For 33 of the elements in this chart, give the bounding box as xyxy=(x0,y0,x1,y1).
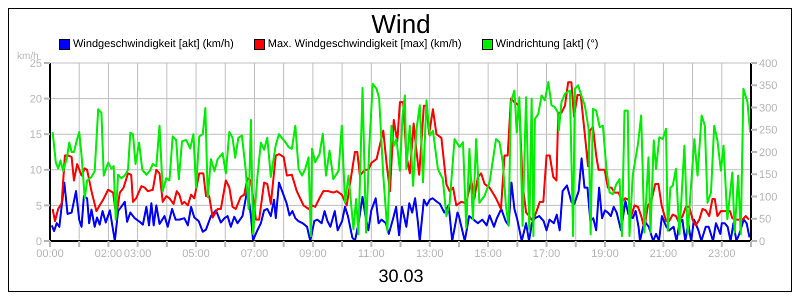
y2-tick-label: 100 xyxy=(759,191,778,204)
y2-tick-label: 150 xyxy=(759,169,778,182)
x-tick-label: 11:00 xyxy=(358,248,385,260)
y2-tick-label: 200 xyxy=(759,146,778,159)
y2-tick-label: 50 xyxy=(759,214,772,226)
y-tick-label: 20 xyxy=(30,94,42,106)
y-tick-label: 5 xyxy=(36,200,42,212)
x-tick-label: 09:00 xyxy=(299,248,327,260)
chart-title: Wind xyxy=(371,9,431,39)
y-tick-label: 10 xyxy=(30,164,42,177)
y2-tick-label: 350 xyxy=(759,80,778,92)
y2-tick-label: 0 xyxy=(759,236,766,248)
x-tick-label: 00:00 xyxy=(36,248,64,260)
x-tick-label: 17:00 xyxy=(532,248,560,260)
x-tick-label: 23:00 xyxy=(708,248,736,260)
x-tick-label: 05:00 xyxy=(182,248,210,260)
y-tick-label: 0 xyxy=(36,236,42,248)
legend-label: Max. Windgeschwindigkeit [max] (km/h) xyxy=(268,38,462,50)
x-axis-title: 30.03 xyxy=(377,266,425,287)
y2-tick-label: 400 xyxy=(759,58,778,70)
x-tick-label: 07:00 xyxy=(240,248,268,260)
x-tick-label: 21:00 xyxy=(650,248,678,260)
x-tick-label: 03:00 xyxy=(124,248,152,260)
y2-tick-label: 300 xyxy=(759,102,778,114)
x-tick-label: 13:00 xyxy=(416,248,444,260)
y2-tick-label: 250 xyxy=(759,124,778,137)
x-tick-label: 02:00 xyxy=(94,248,122,260)
y-tick-label: 15 xyxy=(30,129,42,142)
x-tick-label: 15:00 xyxy=(474,248,502,260)
x-tick-label: 19:00 xyxy=(591,248,619,260)
y-tick-label: 25 xyxy=(30,58,42,70)
legend-label: Windrichtung [akt] (°) xyxy=(496,38,598,50)
legend-label: Windgeschwindigkeit [akt] (km/h) xyxy=(73,38,234,50)
